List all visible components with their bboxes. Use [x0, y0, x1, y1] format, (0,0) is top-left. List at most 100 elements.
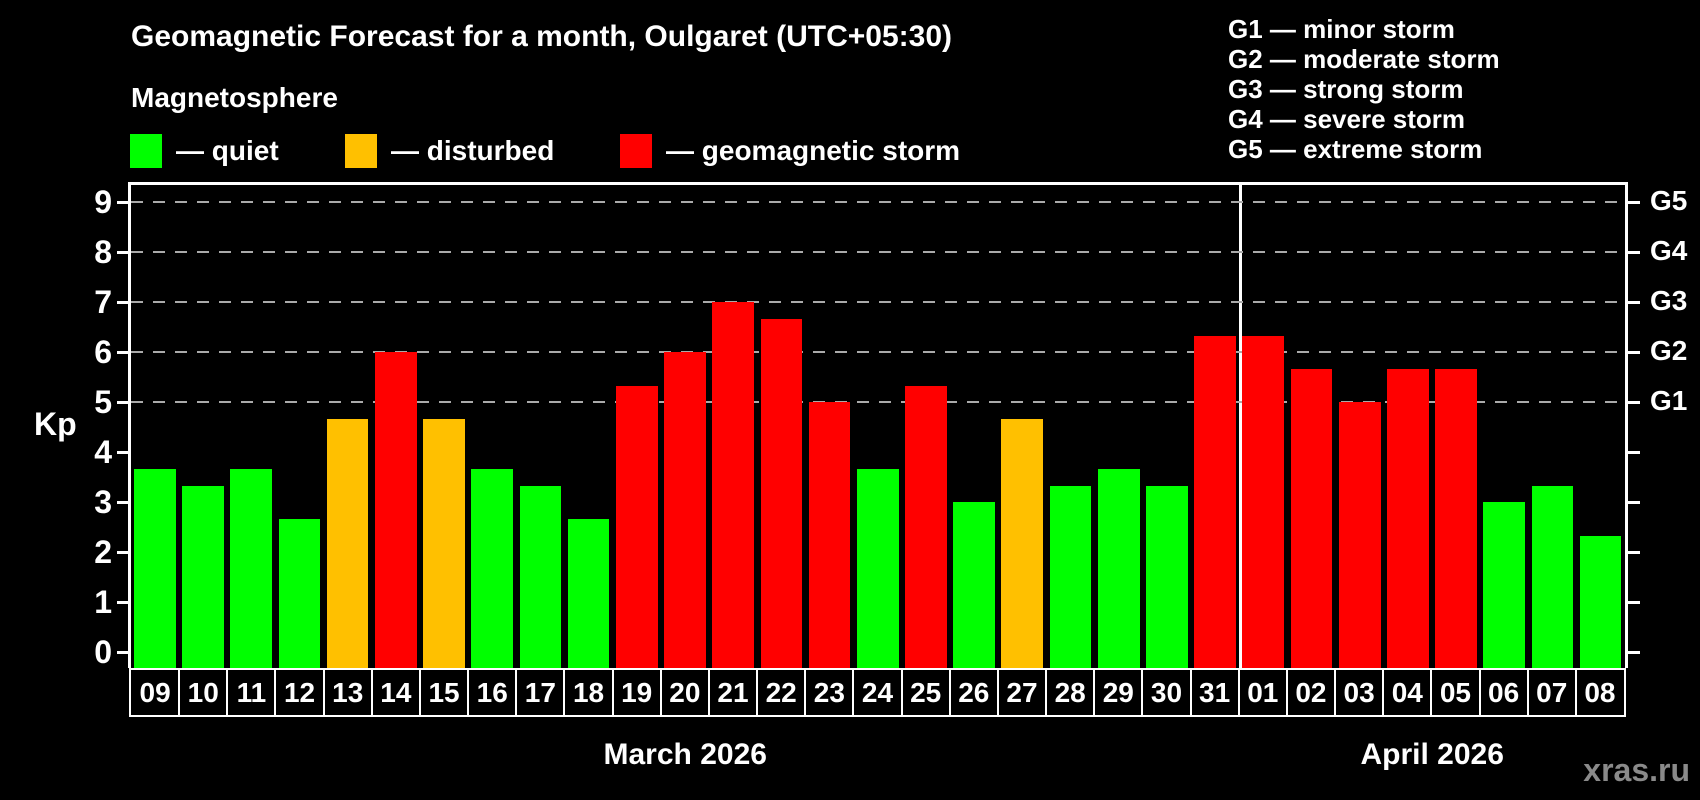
g-legend-line-g2: G2 — moderate storm [1228, 44, 1500, 74]
kp-bar-day-29 [1097, 468, 1140, 668]
day-cell-separator [1237, 670, 1240, 715]
g-scale-legend: G1 — minor storm G2 — moderate storm G3 — … [1228, 14, 1500, 164]
kp-bar-day-08 [1579, 535, 1622, 668]
right-tick-kp7 [1626, 301, 1640, 305]
kp-bar-day-31 [1194, 335, 1236, 668]
g-legend-line-g1: G1 — minor storm [1228, 14, 1455, 44]
legend-item-storm: — geomagnetic storm [620, 134, 960, 168]
day-cell-separator [1526, 670, 1529, 715]
left-tick-kp7 [117, 301, 129, 305]
day-cell-separator [996, 670, 999, 715]
legend-item-disturbed: — disturbed [345, 134, 554, 168]
kp-bar-day-14 [374, 352, 417, 668]
day-label-19: 19 [621, 677, 653, 708]
day-label-06: 06 [1488, 677, 1520, 708]
legend-label-disturbed: — disturbed [391, 135, 555, 166]
gridline-kp8 [131, 251, 1625, 254]
legend-label-quiet: — quiet [176, 135, 279, 166]
day-label-row: 09 10 11 12 13 14 15 16 17 18 19 20 21 22 23 24 25 26 27 28… [129, 668, 1626, 717]
left-tick-label-kp3: 3 [94, 484, 112, 521]
day-label-08: 08 [1584, 677, 1616, 708]
day-label-11: 11 [236, 677, 267, 708]
g-legend-line-g3: G3 — strong storm [1228, 74, 1464, 104]
day-label-31: 31 [1199, 677, 1231, 708]
day-label-20: 20 [669, 677, 701, 708]
kp-bar-day-01 [1242, 335, 1285, 668]
gridline-kp5 [131, 401, 1625, 404]
day-label-14: 14 [380, 677, 412, 708]
kp-bar-day-28 [1049, 485, 1092, 668]
kp-axis-title: Kp [34, 406, 77, 442]
g-legend-line-g5: G5 — extreme storm [1228, 134, 1483, 164]
day-cell-separator [1334, 670, 1337, 715]
day-label-10: 10 [187, 677, 219, 708]
kp-bar-day-24 [856, 468, 899, 668]
kp-bar-day-06 [1483, 502, 1526, 668]
kp-bar-day-03 [1338, 402, 1381, 668]
day-label-22: 22 [765, 677, 797, 708]
right-tick-kp1 [1626, 601, 1640, 605]
kp-bar-day-12 [278, 518, 321, 668]
right-tick-kp2 [1626, 551, 1640, 555]
kp-bar-day-22 [760, 318, 803, 668]
left-tick-kp9 [117, 201, 129, 205]
quiet-swatch-icon [130, 134, 162, 168]
left-tick-label-kp7: 7 [94, 284, 112, 321]
day-cell-separator [322, 670, 325, 715]
day-label-24: 24 [861, 677, 894, 708]
right-tick-kp4 [1626, 451, 1640, 455]
plot-frame-top [128, 182, 1628, 185]
kp-bar-day-27 [1001, 418, 1044, 668]
left-tick-kp5 [117, 401, 129, 405]
kp-bar-day-26 [953, 502, 995, 668]
day-cell-separator [948, 670, 951, 715]
kp-bar-day-02 [1290, 368, 1333, 668]
left-tick-label-kp1: 1 [94, 584, 112, 621]
day-cell-separator [804, 670, 807, 715]
day-label-29: 29 [1102, 677, 1134, 708]
kp-bar-day-16 [471, 468, 514, 668]
month-caption-april: April 2026 [1360, 738, 1504, 771]
kp-bar-day-09 [134, 468, 176, 668]
day-cell-separator [274, 670, 277, 715]
day-cell-separator [1574, 670, 1577, 715]
legend-label-storm: — geomagnetic storm [666, 135, 961, 166]
storm-swatch-icon [620, 134, 652, 168]
day-cell-separator [1382, 670, 1385, 715]
day-label-01: 01 [1247, 677, 1279, 708]
day-label-13: 13 [332, 677, 364, 708]
disturbed-swatch-icon [345, 134, 377, 168]
day-cell-separator [659, 670, 662, 715]
day-cell-separator [515, 670, 518, 715]
day-cell-separator [1141, 670, 1144, 715]
right-tick-kp8 [1626, 251, 1640, 255]
watermark-xras: xras.ru [1583, 752, 1690, 788]
plot-area [131, 185, 1625, 668]
plot-frame-right [1625, 182, 1628, 668]
day-label-09: 09 [139, 677, 171, 708]
day-label-04: 04 [1391, 677, 1423, 708]
day-label-17: 17 [524, 677, 556, 708]
day-label-25: 25 [910, 677, 942, 708]
kp-bar-day-15 [423, 418, 465, 668]
month-separator-line [1239, 182, 1242, 668]
day-label-30: 30 [1150, 677, 1183, 708]
kp-bar-day-19 [615, 385, 658, 668]
right-axis-label-g5: G5 [1650, 185, 1688, 217]
left-tick-kp3 [117, 501, 129, 505]
gridline-kp9 [131, 201, 1625, 204]
day-cell-separator [226, 670, 229, 715]
left-tick-kp6 [117, 351, 129, 355]
day-cell-separator [370, 670, 373, 715]
day-label-28: 28 [1054, 677, 1086, 708]
month-caption-march: March 2026 [603, 738, 767, 771]
left-tick-kp1 [117, 601, 129, 605]
right-tick-kp0 [1626, 651, 1640, 654]
left-tick-kp0 [117, 651, 129, 654]
day-cell-separator [1093, 670, 1096, 715]
left-tick-label-kp6: 6 [94, 334, 112, 371]
right-axis-label-g3: G3 [1650, 285, 1688, 317]
day-label-27: 27 [1006, 677, 1038, 708]
day-cell-separator [1478, 670, 1481, 715]
